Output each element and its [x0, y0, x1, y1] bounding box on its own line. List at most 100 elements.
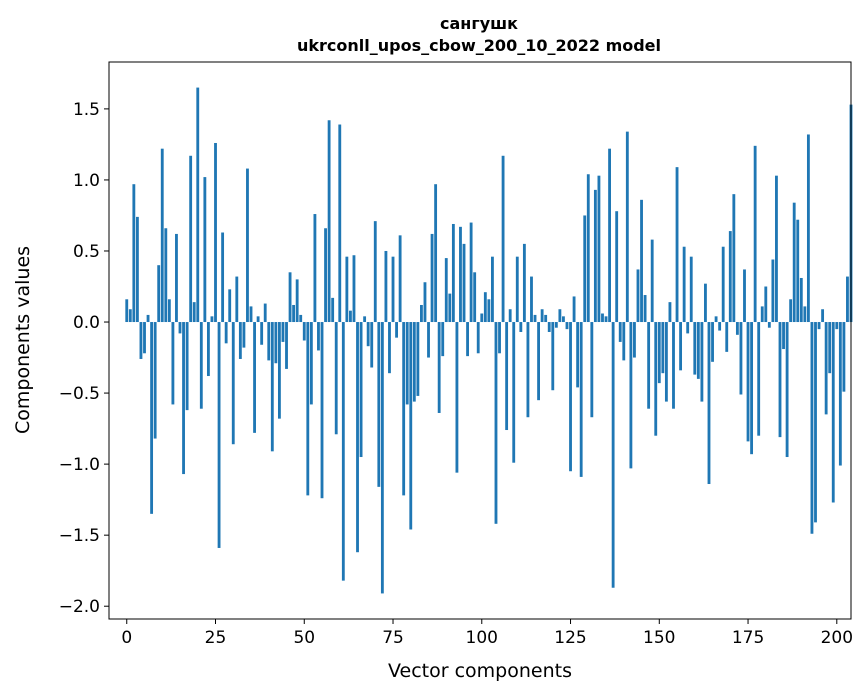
- bar: [405, 322, 409, 405]
- bar: [526, 322, 530, 418]
- bar: [224, 322, 228, 344]
- bar: [349, 310, 352, 323]
- bar: [370, 322, 374, 368]
- bar: [590, 322, 594, 418]
- bar: [164, 228, 168, 323]
- bar: [480, 313, 484, 323]
- bar: [238, 322, 242, 359]
- bar: [178, 322, 182, 334]
- bar: [562, 316, 565, 323]
- bar: [554, 322, 558, 328]
- bar: [320, 322, 324, 499]
- bar: [704, 283, 707, 323]
- bar: [789, 299, 793, 323]
- bar: [803, 306, 807, 323]
- bar: [384, 250, 388, 323]
- bar: [274, 322, 278, 364]
- bar: [324, 228, 327, 323]
- bar: [125, 299, 129, 323]
- bar: [597, 175, 601, 323]
- bar: [505, 322, 509, 431]
- bar: [512, 322, 516, 463]
- bar: [650, 239, 654, 323]
- bar: [249, 306, 253, 323]
- bar: [764, 286, 768, 323]
- bar: [608, 148, 611, 323]
- bar: [757, 322, 761, 436]
- bar: [444, 258, 448, 323]
- bar: [139, 322, 143, 359]
- bar: [743, 269, 746, 323]
- bar: [558, 309, 562, 323]
- bar: [317, 322, 320, 351]
- bar: [395, 322, 398, 338]
- bar: [760, 306, 764, 323]
- bar: [175, 233, 178, 323]
- bar: [334, 322, 338, 435]
- bar: [423, 282, 427, 323]
- bar: [753, 145, 757, 323]
- y-axis-ticks: −2.0 −1.5 −1.0 −0.5 0.0 0.5 1.0 1.5: [59, 100, 109, 617]
- y-tick-label: 1.5: [73, 100, 100, 120]
- bar: [515, 256, 519, 323]
- bar: [412, 322, 416, 402]
- bar: [696, 322, 700, 379]
- bar: [629, 322, 633, 469]
- bar: [398, 235, 402, 323]
- bar: [292, 304, 296, 323]
- bar: [672, 322, 675, 409]
- bar: [199, 322, 203, 409]
- bar: [128, 309, 132, 323]
- bar: [661, 322, 665, 374]
- bar: [654, 322, 658, 436]
- bar: [682, 246, 686, 323]
- bar: [569, 322, 572, 472]
- y-axis-label: Components values: [12, 246, 34, 434]
- bar: [327, 120, 331, 323]
- bar: [214, 142, 217, 323]
- bar: [508, 309, 512, 323]
- bar: [157, 265, 161, 323]
- y-tick-label: 0.0: [73, 313, 100, 333]
- chart-subtitle: ukrconll_upos_cbow_200_10_2022 model: [297, 36, 661, 55]
- bar: [189, 155, 193, 323]
- bar: [693, 322, 697, 375]
- bar: [483, 292, 487, 323]
- bar: [185, 322, 189, 411]
- x-axis-ticks: 0 25 50 75 100 125 150 175 200: [121, 619, 853, 648]
- bar: [210, 316, 214, 323]
- bar: [313, 214, 317, 323]
- bar: [615, 211, 619, 323]
- bars-group: [125, 87, 853, 594]
- bar: [494, 322, 498, 524]
- bar: [341, 322, 345, 581]
- bar: [366, 322, 370, 347]
- bar: [838, 322, 842, 466]
- bar: [782, 322, 785, 350]
- bar: [437, 322, 441, 413]
- bar: [810, 322, 814, 534]
- bar: [388, 322, 391, 374]
- bar: [522, 243, 526, 323]
- bar: [533, 314, 537, 323]
- bar: [352, 255, 356, 323]
- x-tick-label: 150: [643, 628, 675, 648]
- bar: [391, 256, 395, 323]
- bar: [767, 322, 771, 328]
- bar: [778, 322, 782, 438]
- bar: [739, 322, 743, 395]
- bar: [295, 279, 299, 323]
- bar: [359, 322, 363, 458]
- bar: [498, 322, 501, 354]
- bar: [579, 322, 583, 477]
- bar: [547, 322, 551, 332]
- bar: [718, 322, 722, 331]
- bar: [235, 276, 239, 323]
- bar: [277, 322, 281, 419]
- bar: [267, 322, 271, 361]
- bar: [135, 216, 139, 323]
- bar: [459, 226, 462, 323]
- bar: [806, 134, 810, 323]
- bar: [700, 322, 704, 402]
- y-tick-label: −0.5: [59, 384, 100, 404]
